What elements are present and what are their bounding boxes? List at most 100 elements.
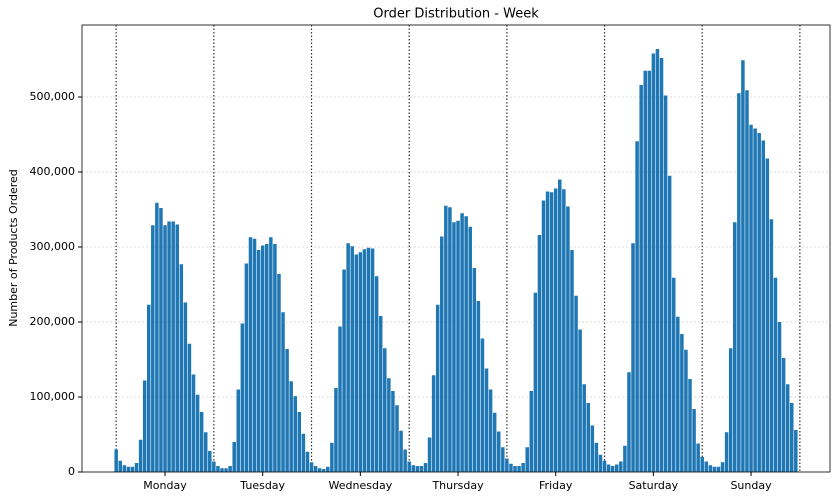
bar: [623, 445, 627, 472]
bar: [639, 85, 643, 472]
bar: [118, 460, 123, 472]
bar: [590, 425, 595, 472]
x-tick-label: Thursday: [431, 479, 484, 492]
bar: [370, 248, 375, 472]
bar: [391, 391, 395, 472]
bar: [501, 447, 505, 472]
bar: [741, 60, 745, 472]
bar: [362, 249, 367, 472]
bar: [448, 207, 452, 472]
bar: [537, 235, 542, 472]
bar: [395, 405, 399, 472]
bar: [619, 461, 623, 472]
bar: [256, 250, 261, 472]
bar: [789, 403, 794, 472]
bar: [472, 268, 477, 472]
bar: [208, 451, 212, 472]
bar: [338, 326, 342, 472]
bar: [273, 244, 277, 472]
bar: [545, 191, 550, 472]
bar: [659, 58, 664, 472]
bar: [411, 465, 416, 472]
bar: [326, 466, 330, 472]
bar: [122, 465, 127, 472]
bar: [627, 372, 631, 472]
bar: [688, 379, 692, 472]
bar: [305, 451, 310, 472]
bar: [435, 304, 440, 472]
bar: [460, 213, 464, 472]
bar: [155, 202, 159, 472]
bar: [712, 466, 717, 472]
bar: [777, 322, 782, 472]
bar: [737, 93, 741, 472]
y-tick-label: 500,000: [30, 90, 76, 103]
y-tick-label: 300,000: [30, 240, 76, 253]
bar: [171, 221, 175, 472]
bar: [594, 442, 599, 472]
bar: [195, 394, 200, 472]
bar: [643, 70, 647, 472]
bar: [228, 466, 232, 472]
y-tick-label: 400,000: [30, 165, 76, 178]
bar: [663, 95, 668, 472]
bar: [753, 128, 757, 472]
bar: [167, 221, 171, 472]
bar: [765, 158, 770, 472]
bar: [505, 458, 509, 472]
bar: [769, 219, 774, 472]
bar: [696, 443, 700, 472]
bar: [199, 412, 204, 472]
bar: [496, 431, 501, 472]
x-tick-label: Friday: [539, 479, 573, 492]
bar: [403, 449, 407, 472]
bar: [334, 388, 338, 472]
bar: [794, 430, 798, 472]
bar: [700, 457, 704, 472]
bar: [745, 90, 749, 472]
bar: [293, 396, 297, 472]
bar: [541, 200, 546, 472]
bar: [513, 466, 517, 472]
bar: [383, 348, 387, 472]
bar: [655, 49, 660, 472]
bar: [232, 442, 236, 472]
bar: [146, 304, 151, 472]
bar: [468, 226, 472, 472]
bar: [387, 378, 391, 472]
bar: [733, 222, 737, 472]
bar: [692, 409, 696, 472]
bar: [212, 461, 216, 472]
bar: [415, 466, 420, 472]
bar: [684, 349, 688, 472]
bar: [566, 206, 570, 472]
bar: [562, 189, 566, 472]
bar: [610, 466, 615, 472]
bar: [216, 466, 220, 472]
bar: [525, 447, 529, 472]
bar: [570, 250, 574, 472]
bar: [374, 276, 379, 472]
y-tick-label: 0: [68, 465, 75, 478]
bar: [240, 323, 245, 472]
bar: [529, 391, 534, 472]
bar: [761, 140, 766, 472]
bar: [265, 244, 269, 472]
bar: [586, 403, 591, 472]
bar: [342, 269, 346, 472]
chart-title: Order Distribution - Week: [373, 7, 539, 22]
bar: [423, 463, 428, 472]
bar: [309, 462, 314, 472]
bar: [484, 368, 489, 472]
bar: [773, 277, 778, 472]
bar: [163, 225, 167, 472]
bar: [378, 316, 383, 472]
bar: [179, 264, 184, 472]
y-axis-label: Number of Products Ordered: [7, 169, 20, 327]
bar: [582, 384, 586, 472]
bar: [183, 302, 188, 472]
bar: [399, 430, 403, 472]
x-tick-label: Sunday: [730, 479, 772, 492]
bar: [130, 466, 135, 472]
